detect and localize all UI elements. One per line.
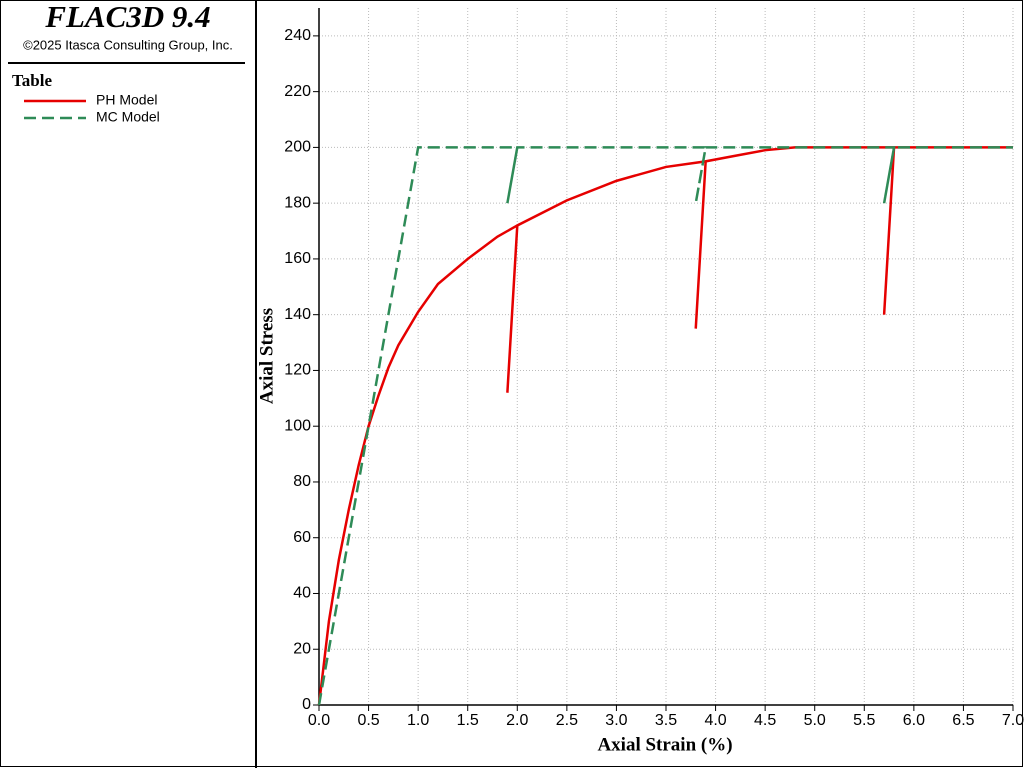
x-tick-label: 1.5 — [457, 712, 479, 729]
y-tick-label: 180 — [284, 194, 311, 211]
x-tick-label: 6.0 — [903, 712, 925, 729]
legend-label: PH Model — [96, 92, 157, 108]
x-tick-label: 3.5 — [655, 712, 677, 729]
legend-label: MC Model — [96, 109, 160, 125]
y-tick-label: 100 — [284, 417, 311, 434]
y-tick-label: 220 — [284, 83, 311, 100]
y-tick-label: 40 — [293, 585, 311, 602]
x-tick-label: 5.5 — [853, 712, 875, 729]
data-line — [317, 146, 1013, 706]
y-tick-label: 120 — [284, 362, 311, 379]
copyright: ©2025 Itasca Consulting Group, Inc. — [23, 37, 233, 52]
x-axis-label: Axial Strain (%) — [597, 734, 732, 755]
x-tick-label: 7.0 — [1002, 712, 1024, 729]
y-tick-label: 20 — [293, 640, 311, 657]
x-tick-label: 1.0 — [407, 712, 429, 729]
app-title: FLAC3D 9.4 — [44, 0, 210, 34]
x-tick-label: 0.5 — [357, 712, 379, 729]
x-tick-label: 0.0 — [308, 712, 330, 729]
legend-title: Table — [12, 71, 52, 90]
x-tick-label: 5.0 — [804, 712, 826, 729]
x-tick-label: 3.0 — [605, 712, 627, 729]
x-tick-label: 6.5 — [952, 712, 974, 729]
y-tick-label: 60 — [293, 529, 311, 546]
y-tick-label: 240 — [284, 27, 311, 44]
y-tick-label: 80 — [293, 473, 311, 490]
y-tick-label: 140 — [284, 306, 311, 323]
y-tick-label: 0 — [302, 696, 311, 713]
y-tick-label: 160 — [284, 250, 311, 267]
x-tick-label: 4.0 — [704, 712, 726, 729]
x-tick-label: 2.0 — [506, 712, 528, 729]
y-tick-label: 200 — [284, 139, 311, 156]
data-line — [317, 146, 1013, 706]
x-tick-label: 4.5 — [754, 712, 776, 729]
x-tick-label: 2.5 — [556, 712, 578, 729]
y-axis-label: Axial Stress — [256, 308, 277, 404]
